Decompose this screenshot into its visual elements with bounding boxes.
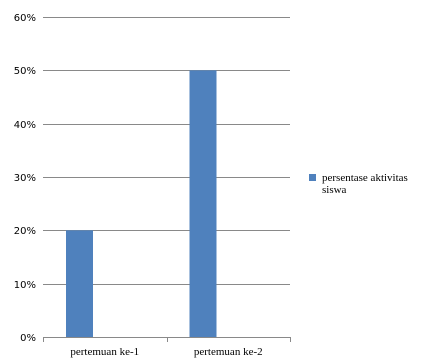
x-axis-category-labels: pertemuan ke-1 pertemuan ke-2 [70, 346, 262, 358]
x-axis [43, 337, 291, 342]
y-tick-label: 50% [14, 66, 36, 77]
x-category-label: pertemuan ke-1 [70, 346, 139, 358]
legend-swatch [309, 174, 316, 181]
legend-label: persentase aktivitas siswa [322, 172, 408, 196]
y-tick-label: 0% [20, 333, 36, 344]
bar [189, 70, 217, 337]
y-tick-label: 20% [14, 226, 36, 237]
y-tick-label: 30% [14, 173, 36, 184]
y-axis-tick-labels: 0% 10% 20% 30% 40% 50% 60% [14, 13, 36, 344]
y-tick-label: 10% [14, 280, 36, 291]
x-category-label: pertemuan ke-2 [194, 346, 263, 358]
y-tick-label: 60% [14, 13, 36, 24]
legend: persentase aktivitas siswa [309, 172, 408, 196]
bar-series [66, 70, 217, 337]
bar [66, 230, 93, 337]
y-tick-label: 40% [14, 120, 36, 131]
